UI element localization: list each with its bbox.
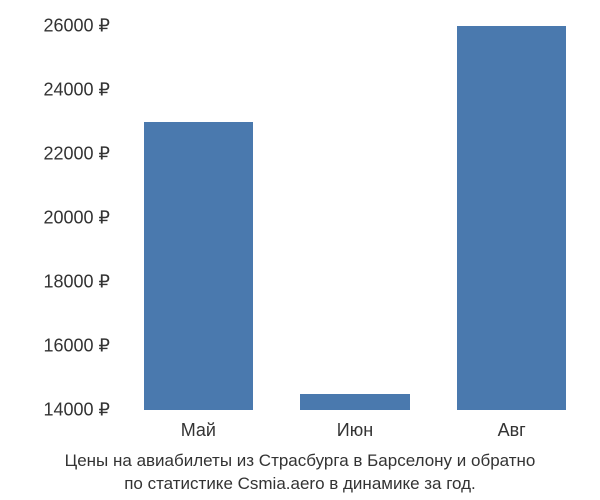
bar xyxy=(300,394,410,410)
x-tick-label: Июн xyxy=(337,420,373,441)
y-tick-label: 14000 ₽ xyxy=(43,400,110,421)
caption-line-1: Цены на авиабилеты из Страсбурга в Барсе… xyxy=(0,450,600,473)
x-axis: Май Июн Авг xyxy=(120,415,590,445)
plot-area xyxy=(120,10,590,410)
y-tick-label: 24000 ₽ xyxy=(43,80,110,101)
y-tick-label: 16000 ₽ xyxy=(43,336,110,357)
y-tick-label: 18000 ₽ xyxy=(43,272,110,293)
chart-caption: Цены на авиабилеты из Страсбурга в Барсе… xyxy=(0,450,600,496)
x-tick-label: Май xyxy=(181,420,216,441)
y-tick-label: 22000 ₽ xyxy=(43,144,110,165)
y-tick-label: 26000 ₽ xyxy=(43,16,110,37)
bar xyxy=(457,26,567,410)
caption-line-2: по статистике Csmia.aero в динамике за г… xyxy=(0,473,600,496)
price-chart: 14000 ₽ 16000 ₽ 18000 ₽ 20000 ₽ 22000 ₽ 24000… xyxy=(0,0,600,500)
y-axis: 14000 ₽16000 ₽18000 ₽20000 ₽22000 ₽24000… xyxy=(0,10,115,410)
x-tick-label: Авг xyxy=(498,420,526,441)
y-tick-label: 20000 ₽ xyxy=(43,208,110,229)
bar xyxy=(144,122,254,410)
